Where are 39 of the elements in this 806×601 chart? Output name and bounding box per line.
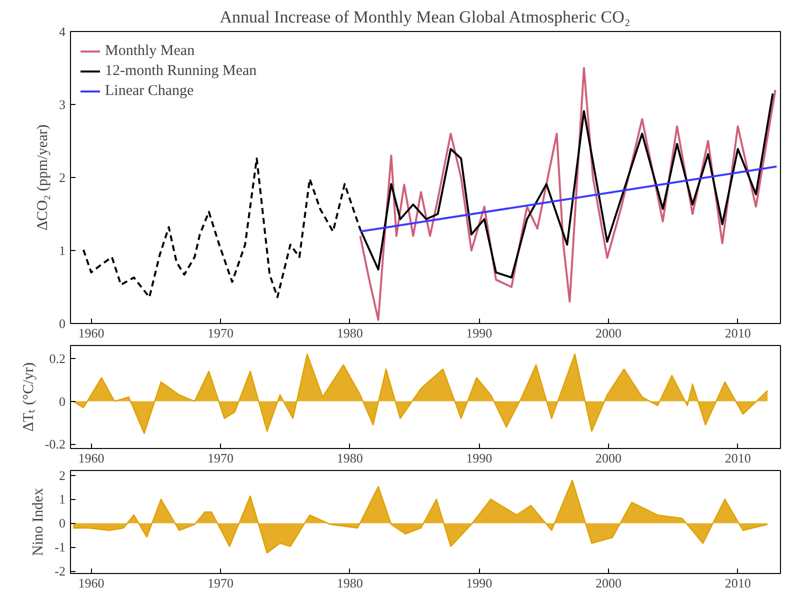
y-tick-label: -2	[54, 564, 66, 579]
x-tick-label: 2010	[724, 326, 751, 340]
x-tick-label: 1990	[466, 450, 492, 466]
x-tick-label: 2000	[595, 450, 622, 466]
x-tick-label: 2000	[595, 326, 622, 340]
legend-label: 12-month Running Mean	[105, 62, 257, 80]
x-tick-label: 2010	[724, 576, 751, 590]
x-tick-label: 1960	[78, 326, 104, 340]
x-tick-label: 1980	[336, 326, 363, 340]
y-tick-label: -1	[54, 540, 66, 555]
x-tick-label: 2010	[724, 450, 751, 466]
y-tick-label: 0	[59, 394, 66, 409]
x-tick-label: 1960	[78, 450, 104, 466]
x-tick-label: 2000	[595, 576, 622, 590]
chart-title: Annual Increase of Monthly Mean Global Atmospheric CO₂	[220, 8, 630, 26]
y-tick-label: 2	[59, 170, 66, 185]
y-tick-label: 1	[59, 243, 66, 258]
y-tick-label: 4	[59, 24, 66, 39]
y-tick-label: 3	[59, 97, 66, 112]
y-axis-title: ΔCO₂ (ppm/year)	[35, 124, 51, 231]
x-tick-label: 1960	[78, 576, 104, 590]
x-tick-label: 1990	[466, 576, 492, 590]
y-tick-label: 2	[59, 468, 66, 483]
x-tick-label: 1970	[208, 326, 234, 340]
legend-label: Linear Change	[105, 82, 194, 100]
x-tick-label: 1980	[336, 576, 363, 590]
x-tick-label: 1970	[208, 576, 234, 590]
x-tick-label: 1970	[208, 450, 234, 466]
y-axis-title: Nino Index	[30, 488, 47, 556]
y-tick-label: 0	[59, 516, 66, 531]
legend-label: Monthly Mean	[105, 42, 195, 60]
y-tick-label: 1	[59, 492, 66, 507]
line-series	[359, 67, 776, 321]
x-tick-label: 1990	[466, 326, 492, 340]
y-tick-label: 0.2	[49, 350, 66, 366]
y-tick-label: -0.2	[44, 436, 66, 452]
x-tick-label: 1980	[336, 450, 363, 466]
y-axis-title: ΔTₜ (°C/yr)	[20, 362, 37, 432]
y-tick-label: 0	[59, 316, 66, 331]
